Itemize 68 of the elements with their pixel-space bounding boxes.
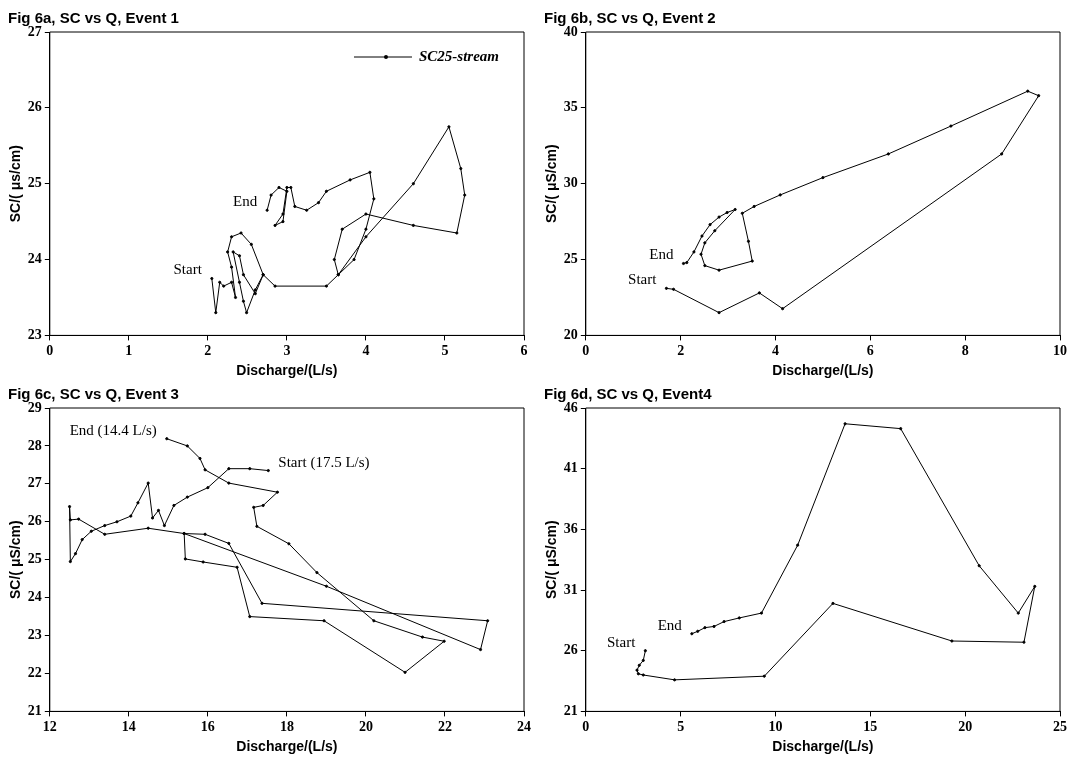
x-tick-label: 6 xyxy=(520,343,528,359)
y-tick-label: 23 xyxy=(27,627,42,643)
y-axis-title: SC/( μs/cm) xyxy=(7,145,24,223)
y-tick-label: 26 xyxy=(27,99,42,115)
y-tick-label: 28 xyxy=(27,437,42,453)
x-tick-label: 20 xyxy=(358,719,373,735)
y-tick-label: 24 xyxy=(27,251,42,267)
y-axis-title: SC/( μS/cm) xyxy=(7,520,24,599)
x-tick-label: 4 xyxy=(771,343,779,359)
x-tick-label: 10 xyxy=(1053,343,1067,359)
y-tick-label: 24 xyxy=(27,589,42,605)
x-tick-label: 16 xyxy=(200,719,215,735)
x-tick-label: 5 xyxy=(441,343,449,359)
chart-title: Fig 6d, SC vs Q, Event4 xyxy=(544,385,713,403)
chart-title: Fig 6c, SC vs Q, Event 3 xyxy=(8,385,179,403)
annotation: Start xyxy=(173,261,203,278)
chart-title: Fig 6b, SC vs Q, Event 2 xyxy=(544,9,716,27)
y-tick-label: 41 xyxy=(563,460,578,476)
annotation: End xyxy=(232,193,258,210)
x-tick-label: 14 xyxy=(121,719,136,735)
x-tick-label: 12 xyxy=(42,719,57,735)
x-tick-label: 3 xyxy=(283,343,291,359)
x-tick-label: 6 xyxy=(866,343,874,359)
x-tick-label: 2 xyxy=(677,343,685,359)
y-tick-label: 21 xyxy=(563,703,578,719)
x-tick-label: 0 xyxy=(582,719,590,735)
x-tick-label: 0 xyxy=(582,343,590,359)
x-tick-label: 18 xyxy=(279,719,294,735)
y-axis-title: SC/( μS/cm) xyxy=(543,520,560,599)
y-tick-label: 30 xyxy=(563,175,578,191)
x-tick-label: 10 xyxy=(768,719,783,735)
annotation: End xyxy=(649,246,674,263)
y-tick-label: 20 xyxy=(563,327,578,343)
x-axis-title: Discharge/(L/s) xyxy=(236,738,338,755)
annotation: End xyxy=(657,616,683,633)
x-axis-title: Discharge/(L/s) xyxy=(772,738,874,755)
y-tick-label: 27 xyxy=(27,475,42,491)
x-tick-label: 20 xyxy=(958,719,973,735)
x-axis-title: Discharge/(L/s) xyxy=(772,362,874,379)
x-axis-title: Discharge/(L/s) xyxy=(236,362,338,379)
y-tick-label: 26 xyxy=(27,513,42,529)
x-tick-label: 22 xyxy=(437,719,452,735)
y-tick-label: 36 xyxy=(563,520,578,536)
x-tick-label: 1 xyxy=(125,343,133,359)
chart-title: Fig 6a, SC vs Q, Event 1 xyxy=(8,9,179,27)
y-tick-label: 35 xyxy=(563,99,578,115)
y-tick-label: 25 xyxy=(27,175,42,191)
y-tick-label: 23 xyxy=(27,327,42,343)
x-tick-label: 0 xyxy=(46,343,54,359)
annotation: End (14.4 L/s) xyxy=(69,421,157,439)
y-axis-title: SC/( μS/cm) xyxy=(543,144,560,223)
x-tick-label: 2 xyxy=(204,343,212,359)
y-tick-label: 25 xyxy=(563,251,578,267)
x-tick-label: 25 xyxy=(1053,719,1067,735)
annotation: Start xyxy=(628,271,658,288)
legend-label: SC25-stream xyxy=(418,47,500,64)
y-tick-label: 21 xyxy=(27,703,42,719)
annotation: Start xyxy=(607,633,637,650)
x-tick-label: 4 xyxy=(362,343,370,359)
x-tick-label: 15 xyxy=(863,719,878,735)
y-tick-label: 22 xyxy=(27,665,42,681)
y-tick-label: 31 xyxy=(563,581,578,597)
x-tick-label: 24 xyxy=(517,719,531,735)
y-tick-label: 25 xyxy=(27,551,42,567)
y-tick-label: 26 xyxy=(563,642,578,658)
x-tick-label: 5 xyxy=(677,719,685,735)
x-tick-label: 8 xyxy=(961,343,969,359)
annotation: Start (17.5 L/s) xyxy=(278,453,370,471)
